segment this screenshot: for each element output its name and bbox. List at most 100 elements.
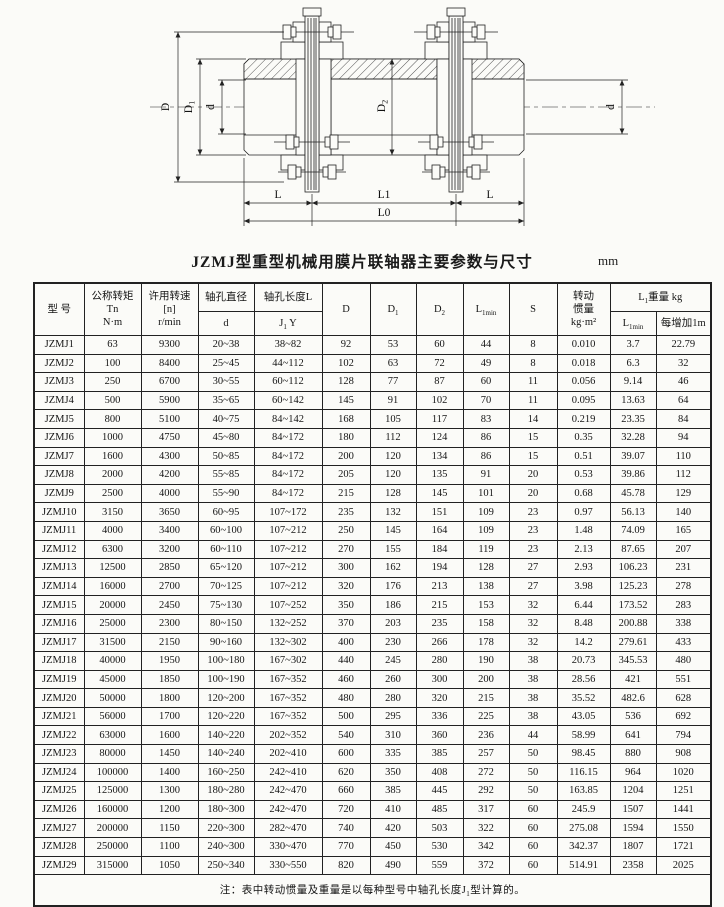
left-diaphragm-pack	[302, 7, 322, 193]
value-cell: 49	[462, 353, 510, 374]
value-cell: 120	[369, 465, 417, 485]
value-cell: 135	[415, 465, 464, 485]
value-cell: 283	[655, 595, 712, 615]
value-cell: 1251	[655, 781, 712, 801]
table-body: JZMJ1 63 9300 20~38 38~82 92 53 60 44 8 0.010 3.7 22…	[33, 335, 712, 876]
value-cell: 257	[462, 744, 510, 764]
value-cell: 119	[462, 539, 510, 560]
dim-label-D: D	[160, 103, 172, 111]
value-cell: 342	[462, 837, 510, 857]
model-cell: JZMJ4	[33, 390, 85, 411]
value-cell: 32	[655, 353, 712, 374]
value-cell: 820	[321, 855, 371, 876]
value-cell: 91	[462, 465, 510, 485]
value-cell: 167~352	[253, 706, 323, 727]
value-cell: 194	[415, 558, 464, 578]
value-cell: 205	[321, 465, 371, 485]
value-cell: 235	[415, 613, 464, 634]
value-cell: 8	[508, 335, 558, 355]
value-cell: 360	[415, 725, 464, 746]
dim-label-L1: L1	[378, 189, 391, 201]
value-cell: 90~160	[197, 632, 255, 653]
value-cell: 23	[508, 520, 558, 541]
value-cell: 25000	[83, 613, 142, 634]
value-cell: 125000	[83, 781, 142, 801]
value-cell: 176	[369, 576, 417, 597]
value-cell: 164	[415, 520, 464, 541]
table-row: JZMJ24 100000 1400 160~250 242~410 620 350 408 2…	[33, 762, 712, 783]
value-cell: 480	[655, 651, 712, 671]
value-cell: 84~172	[253, 446, 323, 467]
value-cell: 184	[415, 539, 464, 560]
value-cell: 100	[83, 353, 142, 374]
value-cell: 282~470	[253, 818, 323, 839]
value-cell: 12500	[83, 558, 142, 578]
value-cell: 330~470	[253, 837, 323, 857]
value-cell: 2850	[140, 558, 199, 578]
table-row: JZMJ26 160000 1200 180~300 242~470 720 410 485 3…	[33, 799, 712, 820]
value-cell: 245	[369, 651, 417, 671]
model-cell: JZMJ9	[33, 483, 85, 504]
value-cell: 6700	[140, 372, 199, 392]
value-cell: 559	[415, 855, 464, 876]
value-cell: 242~470	[253, 781, 323, 801]
value-cell: 536	[609, 706, 657, 727]
model-cell: JZMJ5	[33, 409, 85, 429]
value-cell: 70	[462, 390, 510, 411]
value-cell: 6.44	[556, 595, 611, 615]
model-cell: JZMJ22	[33, 725, 85, 746]
value-cell: 60	[508, 837, 558, 857]
value-cell: 60~112	[253, 372, 323, 392]
value-cell: 112	[655, 465, 712, 485]
value-cell: 39.07	[609, 446, 657, 467]
value-cell: 207	[655, 539, 712, 560]
value-cell: 315000	[83, 855, 142, 876]
value-cell: 132~302	[253, 632, 323, 653]
value-cell: 908	[655, 744, 712, 764]
value-cell: 628	[655, 688, 712, 708]
value-cell: 800	[83, 409, 142, 429]
value-cell: 53	[369, 335, 417, 355]
value-cell: 278	[655, 576, 712, 597]
value-cell: 1300	[140, 781, 199, 801]
value-cell: 11	[508, 390, 558, 411]
left-hub	[243, 58, 304, 156]
col-header-weight-group: L1重量 kg	[609, 282, 712, 312]
value-cell: 1700	[140, 706, 199, 727]
value-cell: 160000	[83, 799, 142, 820]
value-cell: 1020	[655, 762, 712, 783]
table-row: JZMJ29 315000 1050 250~340 330~550 820 490 559 3…	[33, 855, 712, 876]
value-cell: 70~125	[197, 576, 255, 597]
model-cell: JZMJ21	[33, 706, 85, 727]
value-cell: 240~300	[197, 837, 255, 857]
value-cell: 213	[415, 576, 464, 597]
value-cell: 45~80	[197, 427, 255, 448]
value-cell: 322	[462, 818, 510, 839]
value-cell: 83	[462, 409, 510, 429]
value-cell: 44	[462, 335, 510, 355]
value-cell: 1441	[655, 799, 712, 820]
col-header-D2: D2	[415, 282, 464, 336]
value-cell: 450	[369, 837, 417, 857]
value-cell: 2450	[140, 595, 199, 615]
value-cell: 27	[508, 558, 558, 578]
value-cell: 3150	[83, 502, 142, 522]
value-cell: 1450	[140, 744, 199, 764]
value-cell: 64	[655, 390, 712, 411]
value-cell: 20.73	[556, 651, 611, 671]
value-cell: 167~352	[253, 688, 323, 708]
value-cell: 740	[321, 818, 371, 839]
value-cell: 794	[655, 725, 712, 746]
value-cell: 231	[655, 558, 712, 578]
right-pack-bolts	[414, 24, 498, 180]
value-cell: 2150	[140, 632, 199, 653]
value-cell: 84	[655, 409, 712, 429]
value-cell: 280	[415, 651, 464, 671]
dim-label-L-right: L	[486, 189, 493, 201]
model-cell: JZMJ1	[33, 335, 85, 355]
value-cell: 138	[462, 576, 510, 597]
value-cell: 22.79	[655, 335, 712, 355]
value-cell: 107~172	[253, 502, 323, 522]
model-cell: JZMJ12	[33, 539, 85, 560]
